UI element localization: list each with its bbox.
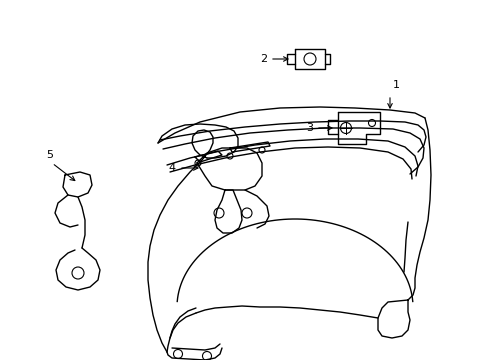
Text: 3: 3 — [305, 123, 312, 133]
Text: 5: 5 — [46, 150, 53, 160]
Text: 2: 2 — [259, 54, 266, 64]
Text: 4: 4 — [168, 163, 176, 173]
Text: 1: 1 — [392, 80, 399, 90]
